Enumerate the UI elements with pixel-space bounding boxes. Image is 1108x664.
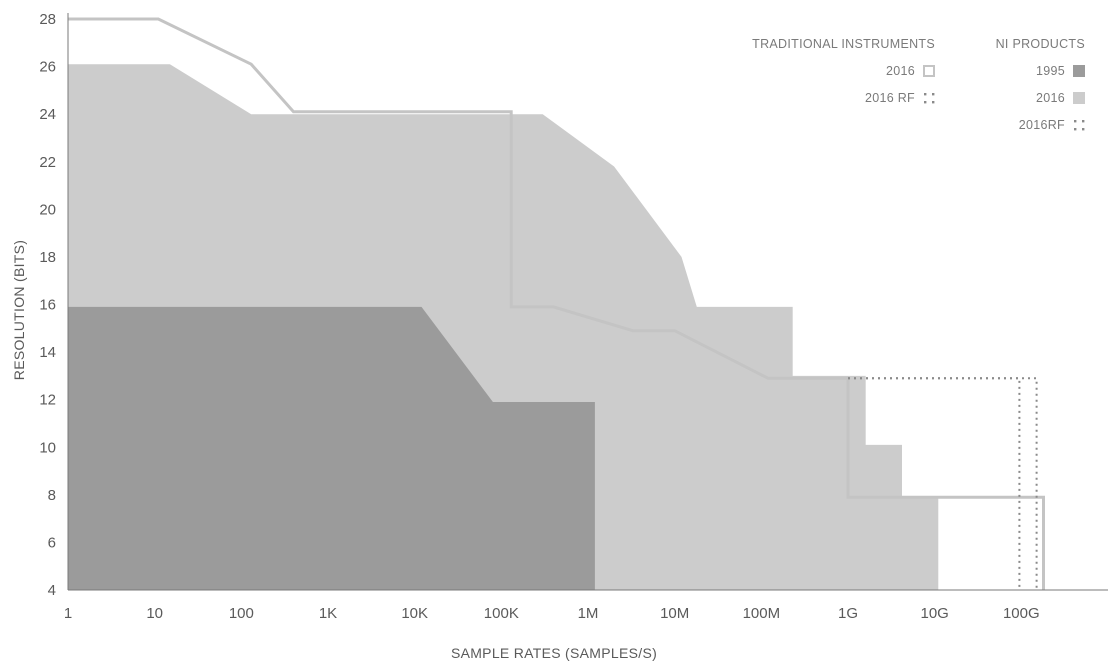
x-tick-label: 100 (229, 605, 254, 622)
y-tick-label: 14 (39, 344, 56, 361)
x-tick-label: 10K (401, 605, 428, 622)
area-ni-1995 (68, 306, 595, 590)
outline-trad-2016 (68, 17, 1045, 590)
x-tick-label: 100K (484, 605, 519, 622)
x-tick-label: 10M (660, 605, 689, 622)
legend-item-label: 2016 (1036, 91, 1065, 105)
y-tick-label: 12 (39, 392, 56, 409)
legend-item-label: 2016 RF (865, 91, 915, 105)
y-tick-label: 8 (48, 487, 56, 504)
legend-swatch-trad-2016-rf (924, 93, 935, 104)
y-tick-label: 24 (39, 106, 56, 123)
axes-layer (67, 13, 1108, 591)
legend-swatch-trad-2016 (923, 65, 935, 77)
series-layer (68, 17, 1045, 590)
x-tick-label: 1M (578, 605, 599, 622)
x-tick-label: 100M (743, 605, 781, 622)
legend-swatch-ni-2016-rf (1074, 120, 1085, 131)
y-tick-label: 22 (39, 154, 56, 171)
legend-item-label: 2016RF (1019, 118, 1065, 132)
x-axis-title: SAMPLE RATES (SAMPLES/S) (451, 645, 657, 661)
x-tick-label: 1K (319, 605, 337, 622)
legend: TRADITIONAL INSTRUMENTS 2016 2016 RF NI PRO… (752, 37, 1085, 132)
legend-group-title: NI PRODUCTS (996, 37, 1085, 51)
y-tick-label: 4 (48, 582, 56, 599)
legend-item-label: 2016 (886, 64, 915, 78)
y-tick-label: 20 (39, 201, 56, 218)
y-tick-label: 28 (39, 11, 56, 28)
x-tick-label: 100G (1003, 605, 1040, 622)
legend-swatch-ni-1995 (1073, 65, 1085, 77)
x-tick-label: 1 (64, 605, 72, 622)
y-tick-label: 6 (48, 534, 56, 551)
y-tick-label: 26 (39, 59, 56, 76)
ticks-layer: 4 6 8 10 12 14 16 18 20 22 24 26 28 1 10 100 1K 10K 100K 1M… (39, 11, 1039, 622)
x-tick-label: 1G (838, 605, 858, 622)
legend-item-label: 1995 (1036, 64, 1065, 78)
legend-swatch-ni-2016 (1073, 92, 1085, 104)
dotted-outline-ni-2016-rf (848, 377, 1021, 590)
y-axis-title: RESOLUTION (BITS) (11, 240, 27, 380)
legend-group-title: TRADITIONAL INSTRUMENTS (752, 37, 935, 51)
y-tick-label: 16 (39, 297, 56, 314)
y-tick-label: 10 (39, 439, 56, 456)
x-tick-label: 10 (146, 605, 163, 622)
x-tick-label: 10G (920, 605, 948, 622)
y-tick-label: 18 (39, 249, 56, 266)
